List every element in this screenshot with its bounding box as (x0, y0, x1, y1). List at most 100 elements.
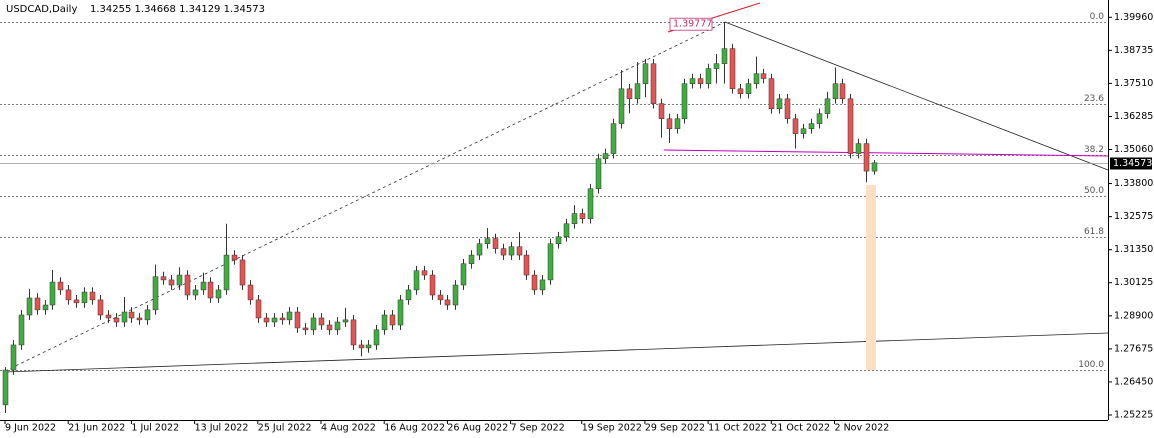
candle-body (255, 299, 262, 319)
candle-body (26, 297, 33, 316)
x-tick-label: 9 Jun 2022 (5, 423, 56, 434)
candle-body (397, 299, 404, 326)
candle-body (705, 68, 712, 84)
candle-body (429, 274, 436, 296)
candle-body (89, 291, 96, 301)
y-tick-label: 1.36285 (1114, 111, 1153, 122)
candle-body (460, 263, 467, 286)
candle-body (294, 311, 301, 329)
candle-body (381, 314, 388, 331)
y-tick-label: 1.38735 (1114, 45, 1153, 56)
x-tick-label: 21 Jun 2022 (68, 423, 125, 434)
current-price-box (1110, 157, 1152, 170)
candle-body (871, 162, 878, 172)
current-price-label: 1.34573 (1113, 158, 1152, 169)
candle-body (531, 274, 538, 291)
candle-body (18, 314, 25, 346)
candle-body (302, 327, 309, 331)
candle-body (713, 63, 720, 69)
candle-body (97, 299, 104, 316)
candle-body (192, 289, 199, 296)
candle-body (816, 113, 823, 124)
candle-body (768, 78, 775, 110)
candle-body (484, 238, 491, 244)
fib-label: 0.0 (1090, 12, 1105, 22)
candle-body (523, 254, 530, 276)
candle-body (745, 83, 752, 94)
candle-body (200, 281, 207, 291)
candle-body (729, 48, 736, 90)
candle-body (666, 118, 673, 130)
candle-body (263, 317, 270, 323)
fib-label: 100.0 (1078, 360, 1104, 370)
fib-label: 23.6 (1084, 94, 1104, 104)
candle-body (863, 143, 870, 172)
candle-body (476, 243, 483, 256)
fib-label: 50.0 (1084, 186, 1104, 196)
candle-body (808, 123, 815, 130)
y-tick-label: 1.37510 (1114, 78, 1153, 89)
candle-body (587, 188, 594, 219)
candle-body (121, 311, 128, 323)
candle-body (310, 317, 317, 331)
x-tick-label: 11 Oct 2022 (708, 423, 767, 434)
candle-body (847, 98, 854, 154)
candle-body (792, 118, 799, 134)
candle-body (113, 317, 120, 323)
y-tick-label: 1.33800 (1114, 178, 1153, 189)
annotation-box (669, 17, 713, 31)
candle-body (128, 311, 135, 319)
candle-body (49, 281, 56, 306)
candle-body (231, 254, 238, 261)
highlight-zone (866, 185, 876, 370)
candle-body (10, 344, 17, 371)
x-tick-label: 7 Sep 2022 (511, 423, 565, 434)
candle-body (334, 321, 341, 331)
x-tick-label: 2 Nov 2022 (835, 423, 890, 434)
candle-body (2, 369, 9, 406)
candle-body (168, 279, 175, 286)
candle-body (358, 344, 365, 349)
candle-body (65, 289, 72, 301)
y-tick-label: 1.28900 (1114, 310, 1153, 321)
candle-body (784, 98, 791, 120)
fib-label: 61.8 (1084, 227, 1104, 237)
fib-label: 38.2 (1084, 145, 1104, 155)
candle-body (681, 83, 688, 120)
candle-body (760, 73, 767, 79)
candle-body (184, 274, 191, 296)
y-tick-label: 1.35060 (1114, 144, 1153, 155)
candle-body (223, 254, 230, 291)
candle-body (239, 259, 246, 286)
candle-body (318, 317, 325, 326)
y-tick-label: 1.25225 (1114, 410, 1153, 421)
candle-body (658, 103, 665, 120)
candle-body (350, 319, 357, 346)
x-tick-label: 19 Sep 2022 (582, 423, 642, 434)
trend-bottom (4, 332, 1109, 373)
candle-body (144, 309, 151, 321)
candle-body (618, 88, 625, 124)
candle-body (753, 73, 760, 84)
candle-body (602, 153, 609, 159)
candle-body (81, 291, 88, 304)
candle-body (824, 98, 831, 114)
y-tick-label: 1.39960 (1114, 12, 1153, 23)
candle-body (413, 270, 420, 291)
candle-body (373, 329, 380, 346)
candle-body (286, 311, 293, 321)
candle-body (73, 299, 80, 304)
candle-body (595, 158, 602, 189)
candle-body (389, 314, 396, 326)
trend-down (724, 21, 1109, 171)
candle-body (247, 284, 254, 301)
candle-body (689, 78, 696, 84)
candle-body (697, 78, 704, 84)
candle-body (136, 317, 143, 321)
candle-body (737, 88, 744, 94)
candle-body (405, 289, 412, 301)
candle-body (776, 98, 783, 110)
y-tick-label: 1.32575 (1114, 211, 1153, 222)
candle-body (650, 63, 657, 104)
